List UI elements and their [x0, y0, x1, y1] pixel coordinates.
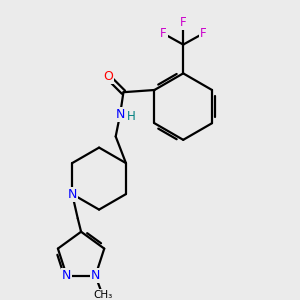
Text: N: N: [62, 269, 71, 282]
Text: F: F: [200, 27, 206, 40]
Text: N: N: [68, 188, 77, 201]
Text: H: H: [127, 110, 136, 123]
Text: F: F: [180, 16, 187, 29]
Text: N: N: [116, 108, 125, 121]
Text: F: F: [160, 27, 166, 40]
Text: CH₃: CH₃: [94, 290, 113, 300]
Text: O: O: [103, 70, 113, 83]
Text: N: N: [91, 269, 100, 282]
